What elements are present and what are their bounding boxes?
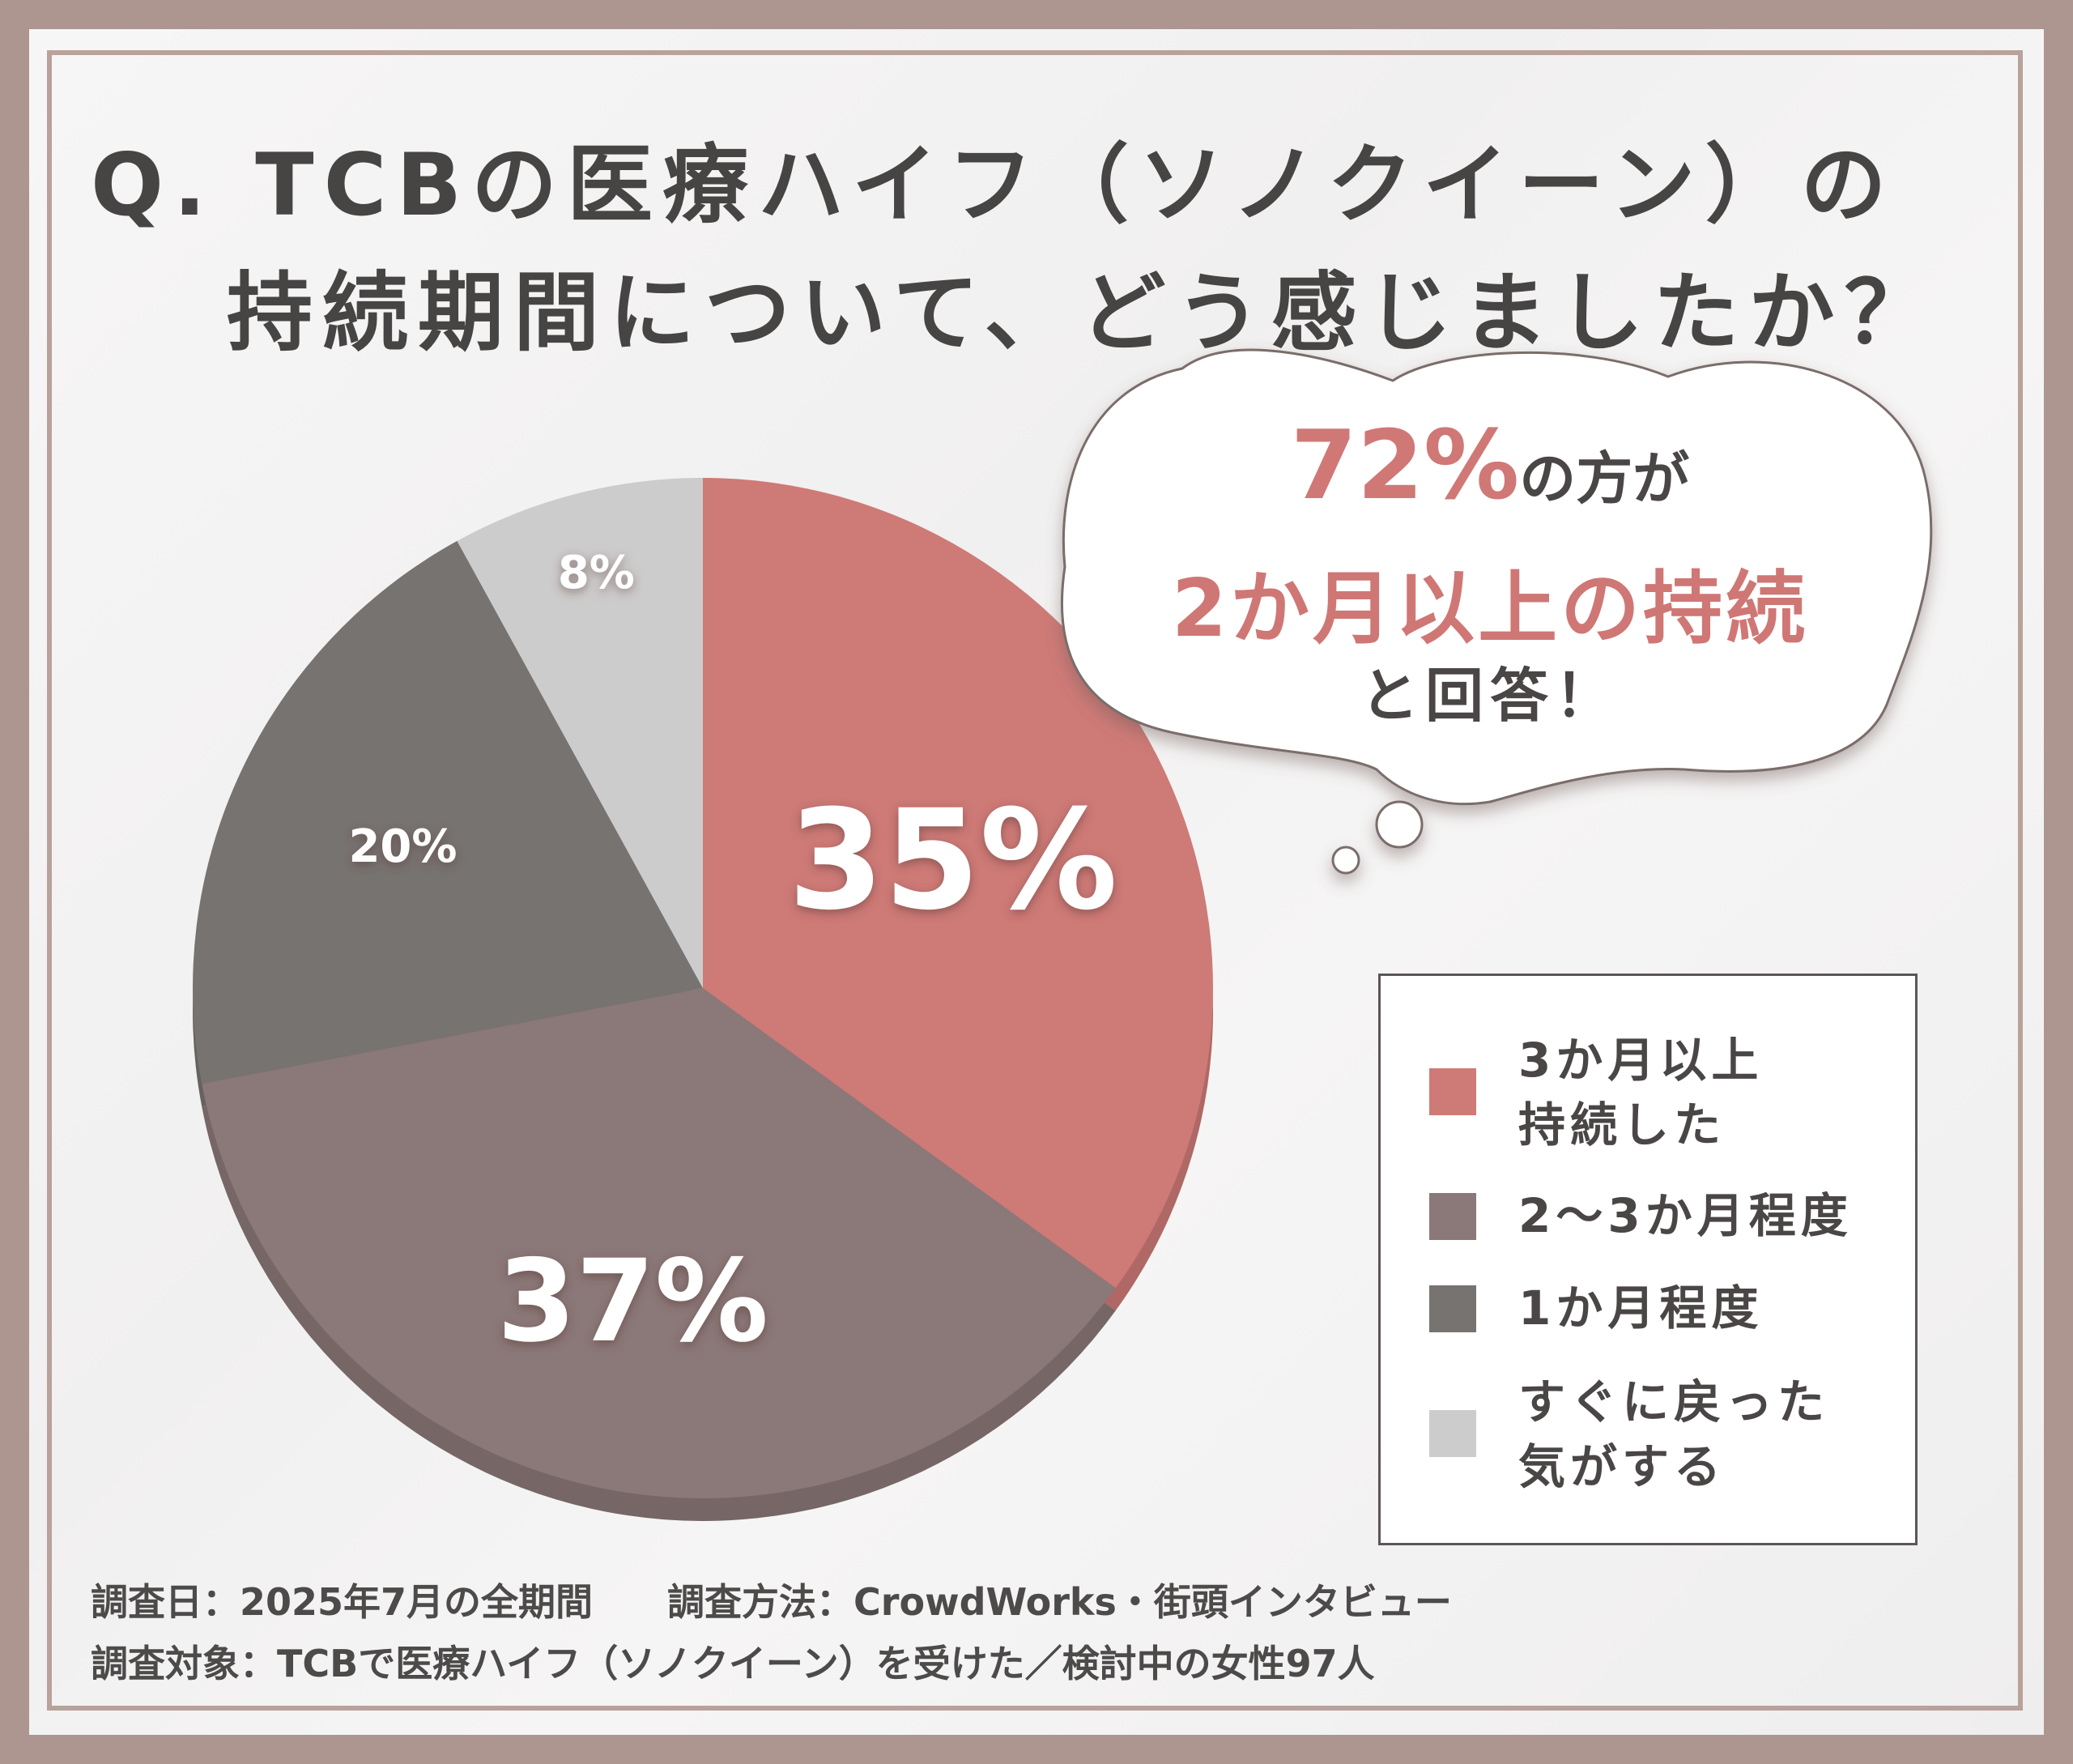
legend-swatch	[1429, 1193, 1476, 1240]
thought-dot-small	[1331, 846, 1360, 875]
pie-slice	[192, 540, 703, 1084]
callout-line-1-rest: の方が	[1519, 445, 1690, 512]
pie-labels: 35% 37% 20% 8%	[348, 547, 1117, 1368]
pie-slice-label: 8%	[558, 547, 635, 599]
pie-slice	[202, 988, 1116, 1498]
card-frame	[47, 50, 2023, 1711]
survey-info-line-1: 調査日：2025年7月の全期間 調査方法：CrowdWorks・街頭インタビュー	[91, 1580, 1452, 1624]
callout-line-1: 72%の方が	[1085, 409, 1895, 521]
callout-line-3: と回答！	[1360, 662, 1620, 730]
legend-label: 1か月程度	[1518, 1280, 1764, 1336]
callout-percent: 72%	[1290, 409, 1520, 521]
speech-bubble-body	[1060, 348, 1933, 806]
survey-info-line-2: 調査対象：TCBで医療ハイフ（ソノクイーン）を受けた／検討中の女性97人	[91, 1642, 1375, 1685]
question-title-line-1: Q. TCBの医療ハイフ（ソノクイーン）の	[91, 135, 1896, 235]
legend-label: すぐに戻った 気がする	[1518, 1374, 1830, 1494]
legend-label: 2〜3か月程度	[1518, 1188, 1853, 1243]
legend-swatch	[1429, 1285, 1476, 1332]
question-title-line-2: 持続期間について、どう感じましたか？	[227, 263, 1940, 363]
pie-slice	[457, 478, 703, 988]
speech-bubble	[1060, 348, 1933, 875]
pie-slice-label: 37%	[497, 1236, 768, 1368]
pie-slice-label: 35%	[788, 781, 1117, 941]
pie-slice-label: 20%	[348, 820, 457, 873]
legend: 3か月以上 持続した 2〜3か月程度 1か月程度 すぐに戻った 気がする	[1378, 974, 1918, 1545]
callout-line-2: 2か月以上の持続	[1171, 563, 1809, 655]
legend-swatch	[1429, 1410, 1476, 1457]
thought-dot-large	[1375, 800, 1424, 849]
legend-swatch	[1429, 1068, 1476, 1115]
legend-label: 3か月以上 持続した	[1518, 1033, 1764, 1153]
